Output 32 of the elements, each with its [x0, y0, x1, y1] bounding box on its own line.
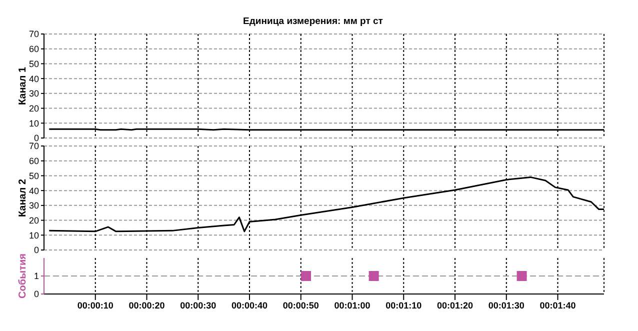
- x-tick-label: 00:00:40: [231, 300, 268, 310]
- y-tick-label: 20: [28, 103, 39, 114]
- x-tick-label: 00:00:20: [128, 300, 165, 310]
- y-axis-title: События: [18, 253, 29, 298]
- x-tick-label: 00:00:10: [77, 300, 114, 310]
- y-tick-label: 0: [34, 289, 39, 300]
- x-tick-label: 00:01:10: [386, 300, 422, 310]
- x-tick-label: 00:00:30: [180, 300, 216, 310]
- y-tick-label: 50: [28, 170, 39, 181]
- x-tick-label: 00:01:30: [488, 300, 524, 310]
- y-tick-label: 70: [28, 141, 39, 152]
- y-tick-label: 10: [28, 230, 39, 240]
- y-tick-label: 0: [34, 133, 39, 144]
- y-tick-label: 60: [28, 156, 39, 166]
- y-tick-label: 40: [28, 74, 39, 84]
- y-axis-title: Канал 1: [18, 66, 29, 106]
- y-tick-label: 30: [28, 200, 39, 211]
- x-tick-label: 00:01:40: [540, 300, 576, 310]
- y-tick-label: 1: [34, 271, 39, 282]
- y-tick-label: 60: [28, 44, 39, 54]
- y-axis-title: Канал 2: [18, 178, 29, 218]
- chart-title: Единица измерения: мм рт ст: [242, 16, 384, 27]
- y-tick-label: 30: [28, 88, 39, 99]
- y-tick-label: 70: [28, 29, 39, 40]
- x-tick-label: 00:00:50: [282, 300, 319, 310]
- x-tick-label: 00:01:00: [334, 300, 370, 310]
- y-tick-label: 40: [28, 186, 39, 196]
- y-tick-label: 20: [28, 215, 39, 226]
- y-tick-label: 0: [34, 245, 39, 256]
- y-tick-label: 50: [28, 58, 39, 69]
- y-tick-label: 10: [28, 118, 39, 128]
- x-tick-label: 00:01:20: [436, 300, 474, 310]
